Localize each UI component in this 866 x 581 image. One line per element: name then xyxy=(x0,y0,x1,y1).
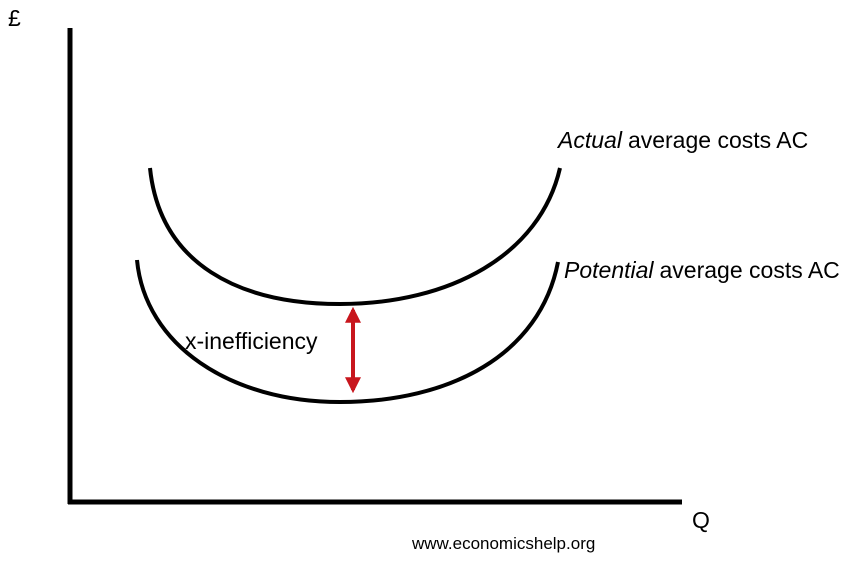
actual-ac-curve xyxy=(148,167,562,307)
x-axis-label: Q xyxy=(692,507,710,533)
potential-ac-curve xyxy=(135,259,560,405)
y-axis-label: £ xyxy=(8,5,21,31)
curve-label: Potential average costs AC xyxy=(564,257,840,283)
curve-label: Actual average costs AC xyxy=(556,127,808,153)
annotation: x-inefficiency xyxy=(185,328,318,354)
curve-label-emphasis: Actual xyxy=(556,127,623,153)
curve-label-rest: average costs AC xyxy=(628,127,808,153)
curve-label-emphasis: Potential xyxy=(564,257,654,283)
curve-label-rest: average costs AC xyxy=(660,257,840,283)
footer: www.economicshelp.org xyxy=(411,534,595,553)
